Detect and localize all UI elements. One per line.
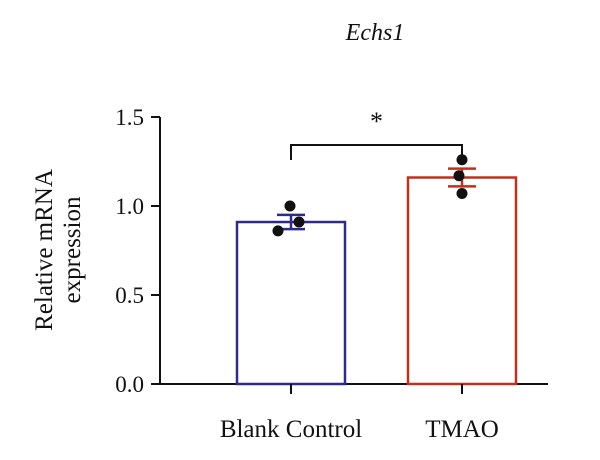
data-points	[272, 154, 468, 237]
y-tick-label: 0.0	[115, 372, 144, 397]
data-point	[456, 188, 468, 200]
y-ticks: 0.0 0.5 1.0 1.5	[115, 105, 160, 397]
chart-title: Echs1	[345, 20, 405, 46]
bars	[235, 176, 518, 386]
y-tick-label: 1.5	[115, 105, 144, 130]
data-point	[284, 200, 296, 212]
x-ticks: Blank Control TMAO	[220, 384, 499, 443]
data-point	[293, 216, 305, 228]
bar	[406, 176, 518, 386]
y-tick-label: 0.5	[115, 283, 144, 308]
data-point	[272, 225, 284, 237]
data-point	[456, 154, 468, 166]
y-axis-label-line-1: Relative mRNA	[31, 169, 58, 331]
significance-marker: *	[370, 107, 383, 136]
x-tick-label: Blank Control	[220, 416, 362, 443]
bar	[235, 220, 347, 386]
significance-bracket: *	[290, 107, 463, 160]
x-tick-label: TMAO	[425, 416, 499, 443]
significance-bracket-line	[290, 144, 463, 160]
y-axis-label-line-2: expression	[59, 196, 86, 303]
y-axis-label: Relative mRNA expression	[31, 169, 86, 331]
y-tick-label: 1.0	[115, 194, 144, 219]
error-bars	[277, 167, 476, 231]
data-point	[453, 170, 465, 182]
